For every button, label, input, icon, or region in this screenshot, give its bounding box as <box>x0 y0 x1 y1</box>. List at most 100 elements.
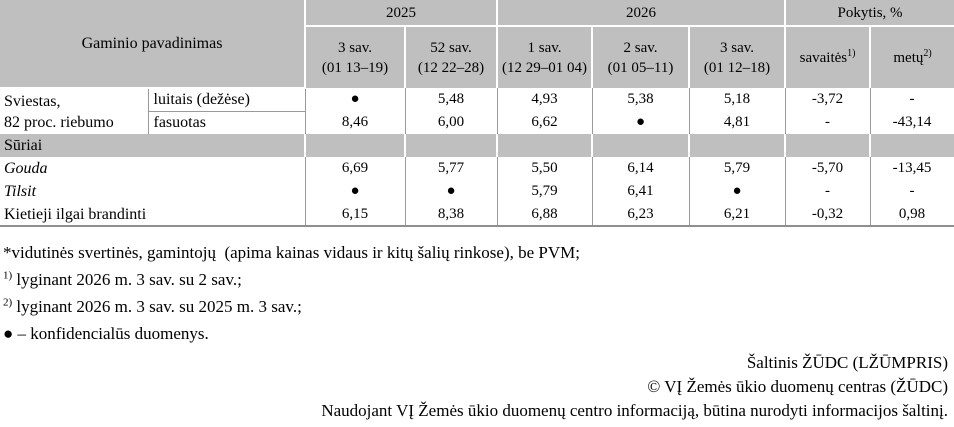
price-cell: 6,41 <box>591 180 690 203</box>
product-name-cell: Kietieji ilgai brandinti <box>0 203 306 227</box>
empty-cell <box>404 134 498 157</box>
year-2026-header: 2026 <box>496 0 786 27</box>
price-cell: 6,00 <box>404 111 498 134</box>
week-header-2025-3: 3 sav. (01 13–19) <box>304 25 406 88</box>
change-cell: -13,45 <box>869 157 954 180</box>
empty-cell <box>591 134 690 157</box>
week-header-2026-2: 2 sav. (01 05–11) <box>591 25 690 88</box>
price-cell: 5,50 <box>496 157 593 180</box>
price-table: Gaminio pavadinimas 2025 2026 Pokytis, %… <box>0 0 954 227</box>
change-cell: -43,14 <box>869 111 954 134</box>
footnote-2: 2) lyginant 2026 m. 3 sav. su 2025 m. 3 … <box>3 297 954 316</box>
price-cell: ● <box>688 180 786 203</box>
year-2025-header: 2025 <box>304 0 498 27</box>
empty-cell <box>869 134 954 157</box>
footnote-2-marker: 2) <box>3 296 13 309</box>
price-cell: 4,81 <box>688 111 786 134</box>
footnotes-block: *vidutinės svertinės, gamintojų (apima k… <box>3 243 954 343</box>
price-cell: 5,79 <box>688 157 786 180</box>
change-year-header: metų2) <box>869 25 954 88</box>
table-header: Gaminio pavadinimas 2025 2026 Pokytis, %… <box>0 0 954 89</box>
week-dates: (01 12–18) <box>703 59 771 76</box>
change-cell: - <box>784 180 871 203</box>
week-header-2026-1: 1 sav. (12 29–01 04) <box>496 25 593 88</box>
week-dates: (12 22–28) <box>417 59 485 76</box>
price-cell: 6,15 <box>304 203 406 227</box>
week-label: 2 sav. <box>623 39 658 56</box>
table-body: Sviestas, 82 proc. riebumo luitais (dežė… <box>0 88 954 227</box>
source-line-2: © VĮ Žemės ūkio duomenų centras (ŽŪDC) <box>647 377 948 396</box>
source-line-3: Naudojant VĮ Žemės ūkio duomenų centro i… <box>321 401 948 420</box>
source-line-1: Šaltinis ŽŪDC (LŽŪMPRIS) <box>746 353 948 372</box>
product-name-line1: Sviestas, <box>4 92 61 110</box>
price-cell: ● <box>304 180 406 203</box>
footnote-1: 1) lyginant 2026 m. 3 sav. su 2 sav.; <box>3 270 954 289</box>
change-cell: - <box>869 180 954 203</box>
week-label: 1 sav. <box>527 39 562 56</box>
price-cell: 6,62 <box>496 111 593 134</box>
change-cell: - <box>869 88 954 111</box>
header-group-row: Gaminio pavadinimas 2025 2026 Pokytis, % <box>0 0 954 89</box>
change-cell: - <box>784 111 871 134</box>
change-cell: -5,70 <box>784 157 871 180</box>
week-dates: (01 13–19) <box>321 59 389 76</box>
price-cell: 8,38 <box>404 203 498 227</box>
table-row-tilsit: Tilsit ● ● 5,79 6,41 ● - - <box>0 180 954 203</box>
price-cell: 6,88 <box>496 203 593 227</box>
change-group-header: Pokytis, % <box>784 0 954 27</box>
price-cell: 6,14 <box>591 157 690 180</box>
empty-cell <box>688 134 786 157</box>
change-week-header: savaitės1) <box>784 25 871 88</box>
variant-name-cell: luitais (dežėse) <box>147 88 306 112</box>
table-row-gouda: Gouda 6,69 5,77 5,50 6,14 5,79 -5,70 -13… <box>0 157 954 180</box>
footnote-1-marker: 1) <box>3 269 13 282</box>
change-cell: 0,98 <box>869 203 954 227</box>
week-dates: (01 05–11) <box>607 59 674 76</box>
footnote-ref-2: 2) <box>923 47 932 59</box>
table-section-row-cheese: Sūriai <box>0 134 954 157</box>
change-year-label: metų <box>893 49 924 66</box>
price-cell: 8,46 <box>304 111 406 134</box>
price-cell: 5,77 <box>404 157 498 180</box>
week-header-2025-52: 52 sav. (12 22–28) <box>404 25 498 88</box>
footnote-1-text: lyginant 2026 m. 3 sav. su 2 sav.; <box>16 270 242 289</box>
table-row-butter-fasuotas: fasuotas 8,46 6,00 6,62 ● 4,81 - -43,14 <box>0 111 954 134</box>
week-header-2026-3: 3 sav. (01 12–18) <box>688 25 786 88</box>
week-label: 3 sav. <box>720 39 755 56</box>
footnote-2-text: lyginant 2026 m. 3 sav. su 2025 m. 3 sav… <box>16 297 302 316</box>
price-cell: ● <box>404 180 498 203</box>
product-name-cell: Tilsit <box>0 180 306 203</box>
price-cell: 6,23 <box>591 203 690 227</box>
change-cell: -3,72 <box>784 88 871 111</box>
empty-cell <box>784 134 871 157</box>
week-label: 3 sav. <box>338 39 373 56</box>
section-label: Sūriai <box>0 134 306 157</box>
price-cell: ● <box>304 88 406 111</box>
empty-cell <box>304 134 406 157</box>
price-cell: 6,69 <box>304 157 406 180</box>
product-name-line2: 82 proc. riebumo <box>4 113 114 131</box>
empty-cell <box>496 134 593 157</box>
price-cell: 5,79 <box>496 180 593 203</box>
price-cell: 4,93 <box>496 88 593 111</box>
week-label: 52 sav. <box>430 39 472 56</box>
price-cell: ● <box>591 111 690 134</box>
footnote-ref-1: 1) <box>847 47 856 59</box>
footnote-confidential: ● – konfidencialūs duomenys. <box>3 324 209 343</box>
variant-name-cell: fasuotas <box>147 111 306 134</box>
product-name-cell: Gouda <box>0 157 306 180</box>
product-name-header: Gaminio pavadinimas <box>0 0 306 89</box>
price-cell: 5,38 <box>591 88 690 111</box>
table-row-butter-luitais: Sviestas, 82 proc. riebumo luitais (dežė… <box>0 88 954 134</box>
week-dates: (12 29–01 04) <box>502 59 588 76</box>
price-cell: 5,48 <box>404 88 498 111</box>
product-name-cell-butter: Sviestas, 82 proc. riebumo <box>0 88 148 134</box>
footnote-main: *vidutinės svertinės, gamintojų (apima k… <box>3 243 580 262</box>
price-cell: 6,21 <box>688 203 786 227</box>
header-week-row: 3 sav. (01 13–19) 52 sav. (12 22–28) 1 s… <box>0 25 954 88</box>
change-week-label: savaitės <box>799 49 848 66</box>
table-row-kietieji: Kietieji ilgai brandinti 6,15 8,38 6,88 … <box>0 203 954 227</box>
price-cell: 5,18 <box>688 88 786 111</box>
change-cell: -0,32 <box>784 203 871 227</box>
source-block: Šaltinis ŽŪDC (LŽŪMPRIS) © VĮ Žemės ūkio… <box>0 351 954 423</box>
